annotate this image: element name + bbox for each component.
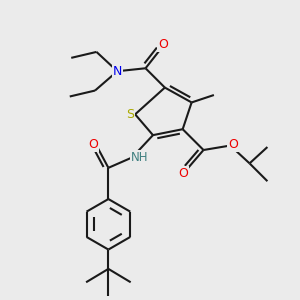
Text: S: S xyxy=(126,108,134,121)
Text: O: O xyxy=(228,138,238,151)
Text: O: O xyxy=(88,138,98,151)
Text: O: O xyxy=(158,38,168,51)
Text: O: O xyxy=(178,167,188,180)
Text: NH: NH xyxy=(131,151,148,164)
Text: N: N xyxy=(112,65,122,78)
